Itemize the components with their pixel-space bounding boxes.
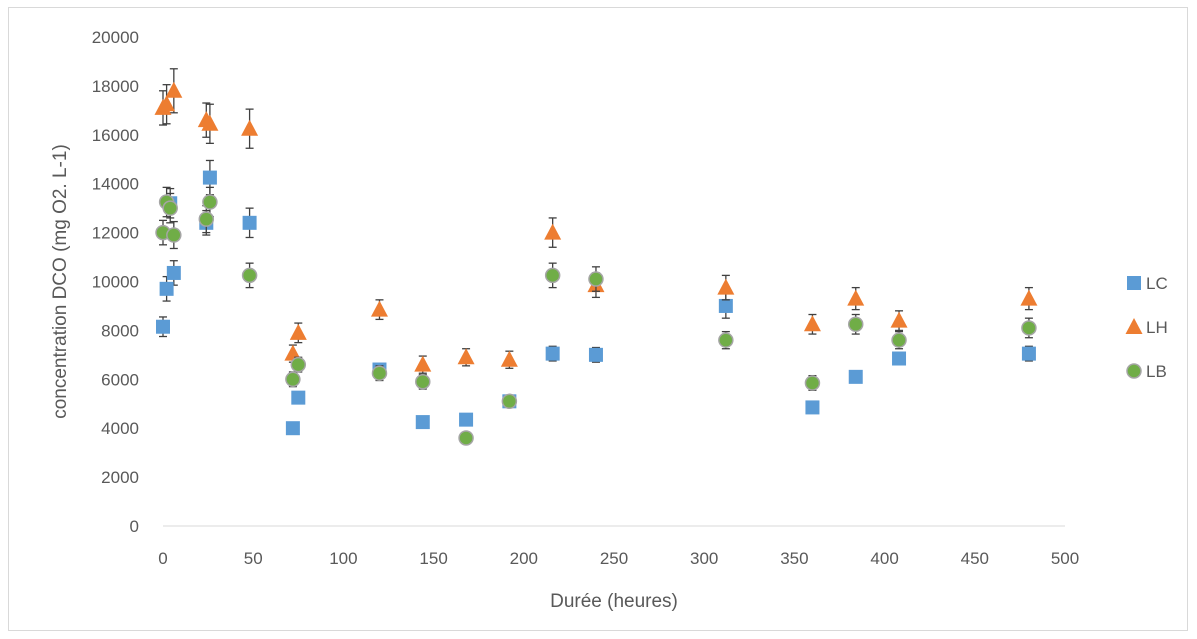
legend-marker-LH [1125, 318, 1143, 334]
y-tick-label: 20000 [92, 28, 139, 47]
y-axis: 0 2000 4000 6000 8000 10000 12000 14000 16000 180… [92, 28, 139, 536]
data-point-LH [241, 119, 259, 136]
x-tick-label: 300 [690, 549, 718, 568]
data-point-LB [371, 365, 388, 381]
legend-item-LC: LC [1127, 274, 1168, 293]
x-tick-label: 50 [244, 549, 263, 568]
data-point-LB [501, 393, 518, 410]
data-point-LB [804, 375, 821, 391]
data-point-LH [165, 81, 183, 98]
series-LH [154, 68, 1038, 374]
x-tick-label: 150 [419, 549, 447, 568]
data-point-LC [202, 170, 217, 185]
data-point-LH [370, 300, 388, 317]
data-point-LC [1021, 346, 1036, 361]
legend: LC LH LB [1125, 274, 1168, 381]
x-axis: 0 50 100 150 200 250 300 350 400 450 500 [158, 549, 1079, 568]
legend-item-LH: LH [1125, 318, 1168, 337]
data-point-LH [457, 348, 475, 365]
legend-marker-LB [1126, 363, 1142, 379]
data-point-LC [285, 421, 300, 436]
x-tick-label: 400 [870, 549, 898, 568]
data-point-LH [289, 323, 307, 340]
data-point-LC [892, 351, 907, 366]
data-point-LC [166, 265, 181, 280]
data-point-LC [415, 415, 430, 430]
data-point-LB [285, 371, 301, 388]
data-point-LB [415, 373, 431, 390]
series-LB [155, 186, 1037, 446]
chart-frame [8, 7, 1188, 631]
y-tick-label: 6000 [101, 370, 139, 389]
data-point-LB [198, 211, 215, 227]
y-tick-label: 18000 [92, 77, 139, 96]
data-point-LC [718, 298, 733, 313]
data-point-LB [241, 267, 258, 284]
data-point-LH [500, 350, 518, 367]
data-point-LC [159, 281, 174, 296]
data-point-LC [545, 346, 560, 361]
data-point-LH [158, 95, 176, 112]
x-tick-label: 0 [158, 549, 167, 568]
y-tick-label: 4000 [101, 419, 139, 438]
data-point-LB [718, 332, 734, 348]
data-point-LH [1020, 289, 1038, 306]
legend-label-LH: LH [1146, 318, 1168, 337]
data-point-LC [848, 369, 863, 384]
legend-label-LB: LB [1146, 362, 1167, 381]
data-point-LC [459, 412, 474, 427]
data-point-LC [156, 319, 170, 334]
data-point-LB [290, 356, 307, 373]
data-point-LB [544, 267, 561, 284]
data-point-LH [201, 114, 219, 131]
x-tick-label: 500 [1051, 549, 1079, 568]
data-point-LH [414, 355, 432, 372]
y-tick-label: 12000 [92, 224, 139, 243]
data-point-LH [890, 311, 908, 328]
x-tick-label: 100 [329, 549, 357, 568]
y-tick-label: 2000 [101, 468, 139, 487]
x-tick-label: 350 [780, 549, 808, 568]
data-point-LB [891, 332, 907, 348]
y-tick-label: 0 [130, 517, 139, 536]
legend-item-LB: LB [1126, 362, 1167, 381]
data-point-LB [166, 227, 182, 243]
data-point-LB [588, 271, 604, 287]
data-point-LB [162, 200, 178, 216]
x-tick-label: 250 [600, 549, 628, 568]
data-point-LH [803, 315, 821, 332]
y-tick-label: 14000 [92, 175, 139, 194]
data-point-LH [847, 289, 865, 306]
data-point-LH [717, 278, 735, 295]
data-point-LC [242, 215, 257, 230]
y-tick-label: 8000 [101, 321, 139, 340]
y-tick-label: 10000 [92, 273, 139, 292]
y-axis-title: concentration DCO (mg O2. L-1) [50, 144, 71, 419]
plot-area [154, 68, 1038, 446]
data-point-LB [1021, 320, 1037, 336]
data-point-LB [458, 430, 474, 446]
legend-marker-LC [1127, 276, 1141, 290]
legend-label-LC: LC [1146, 274, 1168, 293]
data-point-LC [588, 347, 603, 362]
data-point-LC [291, 390, 306, 405]
data-point-LH [544, 223, 562, 240]
x-axis-title: Durée (heures) [550, 591, 678, 612]
data-point-LB [202, 194, 218, 210]
data-point-LH [284, 344, 302, 361]
x-tick-label: 200 [510, 549, 538, 568]
data-point-LC [805, 400, 820, 415]
y-tick-label: 16000 [92, 126, 139, 145]
data-point-LB [847, 316, 864, 333]
x-tick-label: 450 [961, 549, 989, 568]
